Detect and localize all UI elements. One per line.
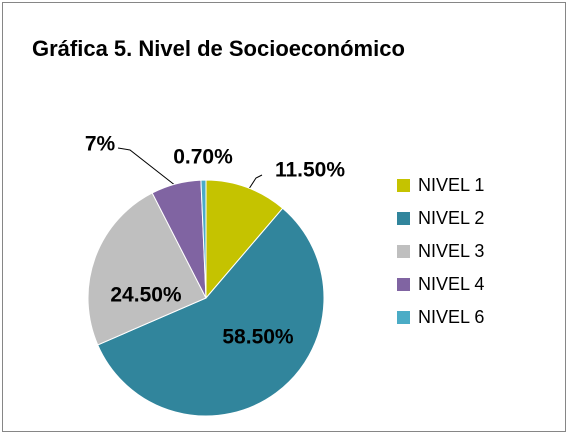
legend-swatch	[397, 278, 410, 291]
data-label: 58.50%	[222, 326, 294, 349]
data-label: 11.50%	[275, 159, 345, 182]
data-label: 0.70%	[173, 146, 233, 169]
legend-swatch	[397, 179, 410, 192]
legend-swatch	[397, 311, 410, 324]
data-label: 24.50%	[110, 284, 182, 307]
legend-label: NIVEL 4	[418, 274, 484, 294]
pie-slice	[200, 179, 207, 299]
pie-slice	[87, 192, 207, 346]
pie-slice	[97, 207, 325, 417]
pie-slice	[205, 179, 284, 300]
data-label: 7%	[85, 133, 116, 156]
legend-swatch	[397, 212, 410, 225]
leader-line	[117, 147, 177, 187]
chart-title: Gráfica 5. Nivel de Socioeconómico	[32, 36, 405, 61]
legend-label: NIVEL 6	[418, 307, 484, 327]
legend-label: NIVEL 1	[418, 175, 484, 195]
legend-label: NIVEL 3	[418, 241, 484, 261]
legend-swatch	[397, 245, 410, 258]
legend-label: NIVEL 2	[418, 208, 484, 228]
